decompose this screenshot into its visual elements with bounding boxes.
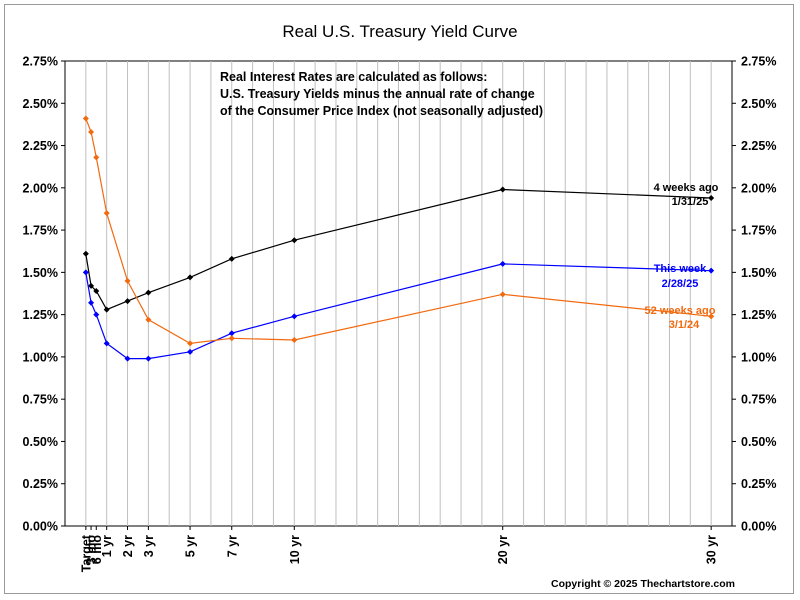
series-labels: 4 weeks ago 1/31/25 This week 2/28/25 52…: [645, 182, 719, 331]
data-point: [499, 260, 506, 267]
x-tick-label: 6 mo: [90, 535, 104, 565]
data-point: [187, 348, 194, 355]
data-point: [88, 282, 95, 289]
label-52-weeks-ago-date: 3/1/24: [669, 319, 700, 331]
y-tick-label-right: 2.25%: [741, 139, 776, 153]
series-this-week: [82, 260, 715, 362]
x-tick-label: 3 yr: [142, 535, 156, 557]
x-tick-label: Target: [79, 534, 93, 572]
y-tick-label-right: 0.50%: [741, 435, 776, 449]
y-tick-label-right: 0.25%: [741, 477, 776, 491]
y-tick-label-left: 0.25%: [23, 477, 58, 491]
data-point: [291, 313, 298, 320]
y-tick-label-left: 2.25%: [23, 139, 58, 153]
data-point: [93, 311, 100, 318]
copyright-text: Copyright © 2025 Thechartstore.com: [551, 578, 735, 590]
y-tick-label-left: 2.75%: [23, 55, 58, 69]
data-point: [88, 299, 95, 306]
y-axis-left: 0.00% 0.25% 0.50% 0.75% 1.00% 1.25% 1.50% 1.75%…: [23, 55, 65, 534]
y-tick-label-right: 2.75%: [741, 55, 776, 69]
y-tick-label-left: 0.75%: [23, 393, 58, 407]
label-this-week-date: 2/28/25: [662, 278, 699, 290]
annotation-line-2: U.S. Treasury Yields minus the annual ra…: [220, 87, 535, 101]
y-tick-label-right: 1.75%: [741, 224, 776, 238]
data-point: [82, 250, 89, 257]
data-point: [93, 287, 100, 294]
y-tick-label-left: 0.50%: [23, 435, 58, 449]
y-tick-label-left: 1.00%: [23, 350, 58, 364]
y-tick-label-left: 0.00%: [23, 520, 58, 534]
x-tick-label: 20 yr: [496, 535, 510, 564]
data-point: [124, 277, 131, 284]
data-point: [291, 237, 298, 244]
x-tick-label: 5 yr: [184, 535, 198, 557]
data-point: [708, 313, 715, 320]
data-point: [187, 274, 194, 281]
y-tick-label-left: 1.25%: [23, 308, 58, 322]
series-52-weeks-ago: [82, 115, 715, 347]
y-tick-label-right: 1.25%: [741, 308, 776, 322]
x-tick-label: 7 yr: [225, 535, 239, 557]
series-4-weeks-ago: [82, 186, 715, 313]
data-point: [499, 186, 506, 193]
data-point: [103, 306, 110, 313]
data-point: [228, 335, 235, 342]
data-point: [291, 337, 298, 343]
chart-title: Real U.S. Treasury Yield Curve: [282, 22, 517, 41]
y-tick-label-right: 1.50%: [741, 266, 776, 280]
data-point: [82, 115, 89, 122]
data-point: [228, 255, 235, 262]
y-tick-label-left: 1.75%: [23, 224, 58, 238]
x-tick-label: 30 yr: [705, 535, 719, 564]
data-point: [499, 291, 506, 298]
data-point: [103, 210, 110, 217]
y-axis-right: 0.00% 0.25% 0.50% 0.75% 1.00% 1.25% 1.50% 1.75%…: [732, 55, 776, 534]
y-tick-label-right: 2.50%: [741, 97, 776, 111]
data-point: [145, 355, 152, 362]
label-this-week: This week: [654, 263, 707, 275]
data-point: [103, 340, 110, 347]
y-tick-label-left: 2.50%: [23, 97, 58, 111]
data-point: [228, 330, 235, 337]
annotation-line-3: of the Consumer Price Index (not seasona…: [220, 104, 543, 118]
data-point: [187, 340, 194, 347]
annotation-line-1: Real Interest Rates are calculated as fo…: [220, 70, 487, 84]
data-point: [93, 154, 100, 161]
data-point: [145, 289, 152, 296]
data-point: [145, 316, 152, 323]
y-tick-label-right: 1.00%: [741, 350, 776, 364]
gridlines: [85, 61, 712, 526]
label-4-weeks-ago: 4 weeks ago: [654, 182, 719, 194]
y-tick-label-right: 2.00%: [741, 181, 776, 195]
data-point: [82, 269, 89, 276]
y-tick-label-left: 1.50%: [23, 266, 58, 280]
data-point: [124, 298, 131, 305]
y-tick-label-left: 2.00%: [23, 181, 58, 195]
y-tick-label-right: 0.75%: [741, 393, 776, 407]
data-point: [88, 129, 95, 136]
annotation-note: Real Interest Rates are calculated as fo…: [220, 70, 543, 118]
data-point: [708, 267, 715, 274]
data-point: [124, 355, 131, 362]
y-tick-label-right: 0.00%: [741, 520, 776, 534]
x-tick-label: 1 yr: [100, 535, 114, 557]
x-tick-label: 10 yr: [288, 535, 302, 564]
x-tick-label: 3 mo: [85, 535, 99, 565]
x-tick-label: 2 yr: [121, 535, 135, 557]
label-52-weeks-ago: 52 weeks ago: [645, 305, 716, 317]
data-point: [708, 194, 715, 201]
label-4-weeks-ago-date: 1/31/25: [672, 196, 709, 208]
series-lines: [82, 115, 715, 362]
